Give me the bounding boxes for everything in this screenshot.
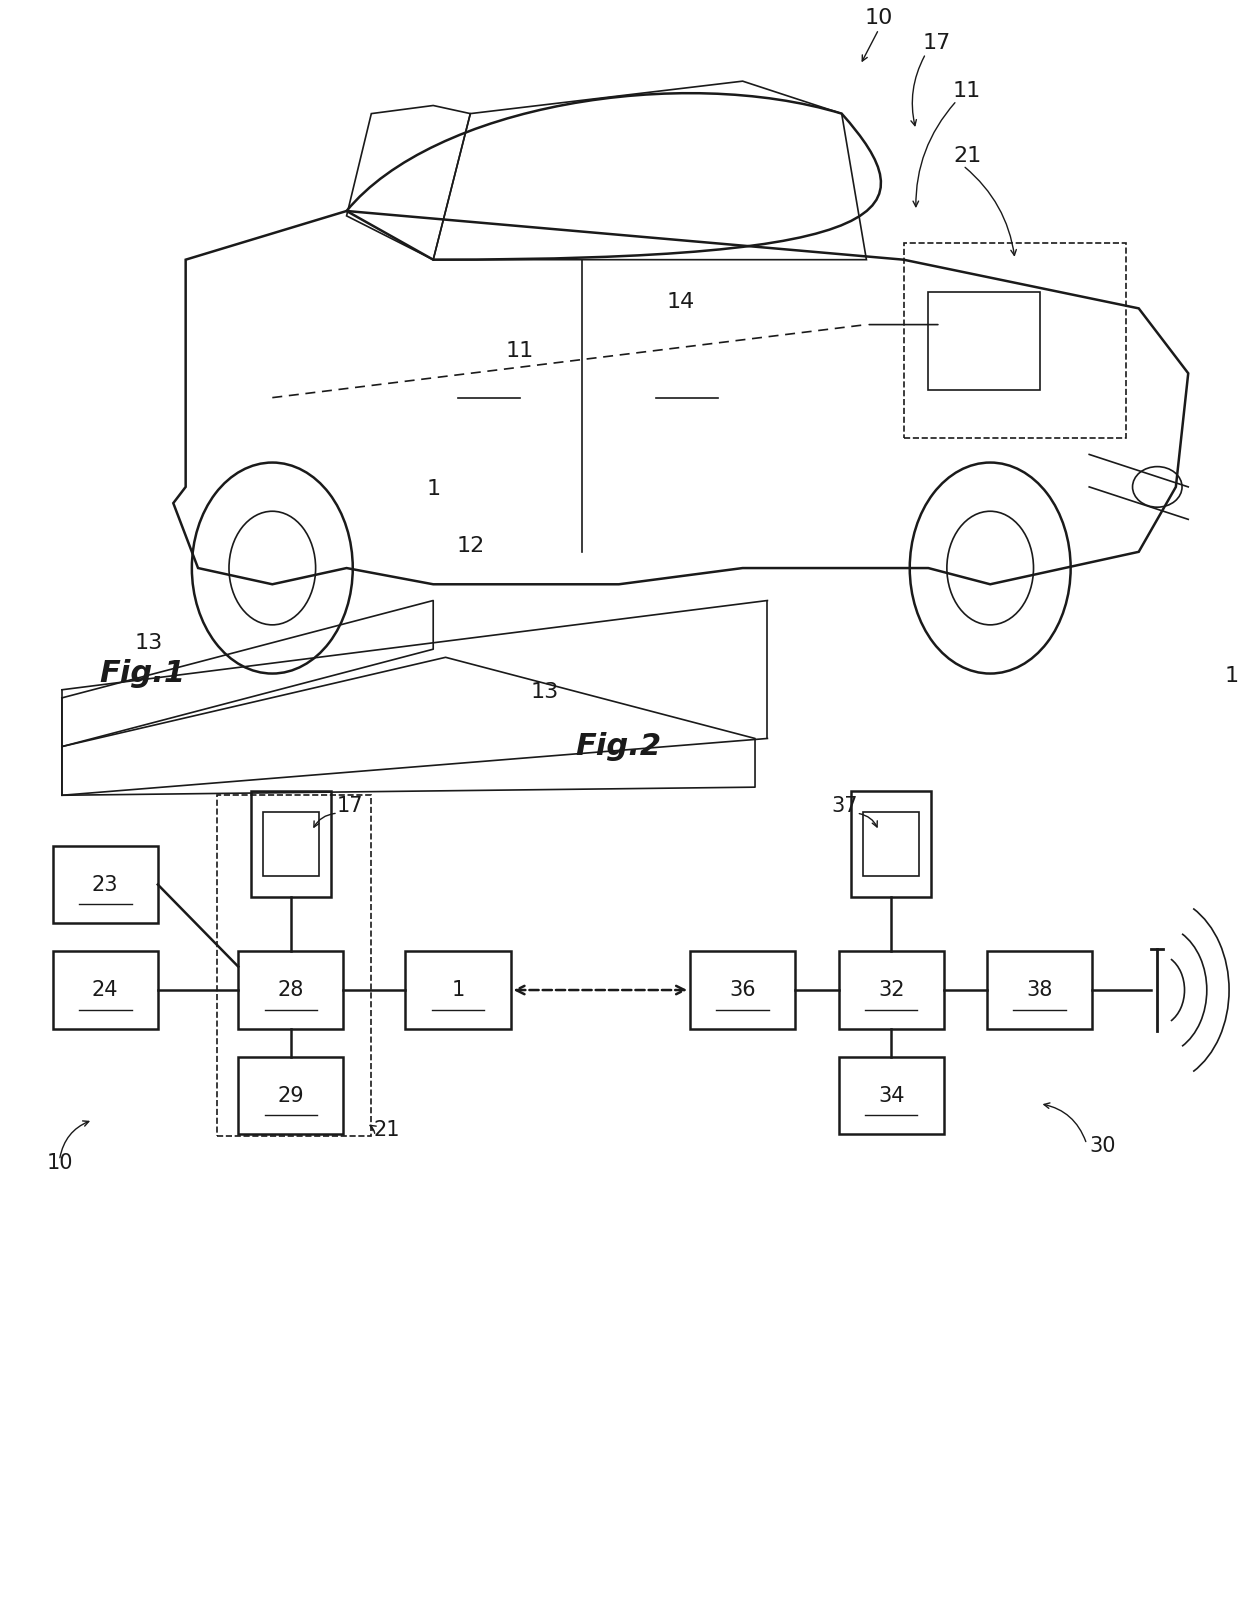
- Bar: [217, 795, 371, 1136]
- Text: 38: 38: [1027, 980, 1053, 1000]
- Bar: [838, 1057, 944, 1134]
- Text: 24: 24: [92, 980, 119, 1000]
- Bar: [250, 792, 331, 896]
- Bar: [263, 812, 319, 876]
- Bar: [838, 951, 944, 1029]
- Text: 17: 17: [337, 795, 363, 815]
- Bar: [689, 951, 795, 1029]
- Bar: [238, 951, 343, 1029]
- Text: 11: 11: [954, 81, 981, 101]
- Text: 13: 13: [531, 682, 559, 701]
- Text: 10: 10: [47, 1152, 73, 1172]
- Text: Fig.2: Fig.2: [575, 732, 662, 761]
- Text: 13: 13: [134, 633, 162, 652]
- Text: 10: 10: [864, 8, 893, 28]
- Bar: [904, 243, 1126, 438]
- Text: 30: 30: [1089, 1136, 1116, 1156]
- Text: 28: 28: [278, 980, 304, 1000]
- Bar: [52, 846, 157, 923]
- Text: 32: 32: [878, 980, 904, 1000]
- Text: Fig.1: Fig.1: [99, 659, 185, 688]
- Bar: [987, 951, 1092, 1029]
- Bar: [238, 1057, 343, 1134]
- Bar: [863, 812, 919, 876]
- Text: 1: 1: [427, 479, 440, 498]
- Text: 37: 37: [831, 795, 858, 815]
- Text: 1: 1: [1224, 665, 1239, 685]
- Text: 29: 29: [278, 1086, 304, 1105]
- Text: 36: 36: [729, 980, 756, 1000]
- Text: 11: 11: [506, 341, 534, 360]
- Bar: [851, 792, 931, 896]
- Text: 1: 1: [451, 980, 465, 1000]
- Text: 21: 21: [954, 146, 981, 166]
- Text: 23: 23: [92, 875, 119, 894]
- Text: 17: 17: [923, 32, 950, 52]
- Bar: [929, 292, 1039, 390]
- Text: 14: 14: [667, 292, 694, 312]
- Bar: [52, 951, 157, 1029]
- Text: 34: 34: [878, 1086, 904, 1105]
- Text: 12: 12: [456, 536, 485, 555]
- Text: 21: 21: [373, 1120, 401, 1139]
- Bar: [405, 951, 511, 1029]
